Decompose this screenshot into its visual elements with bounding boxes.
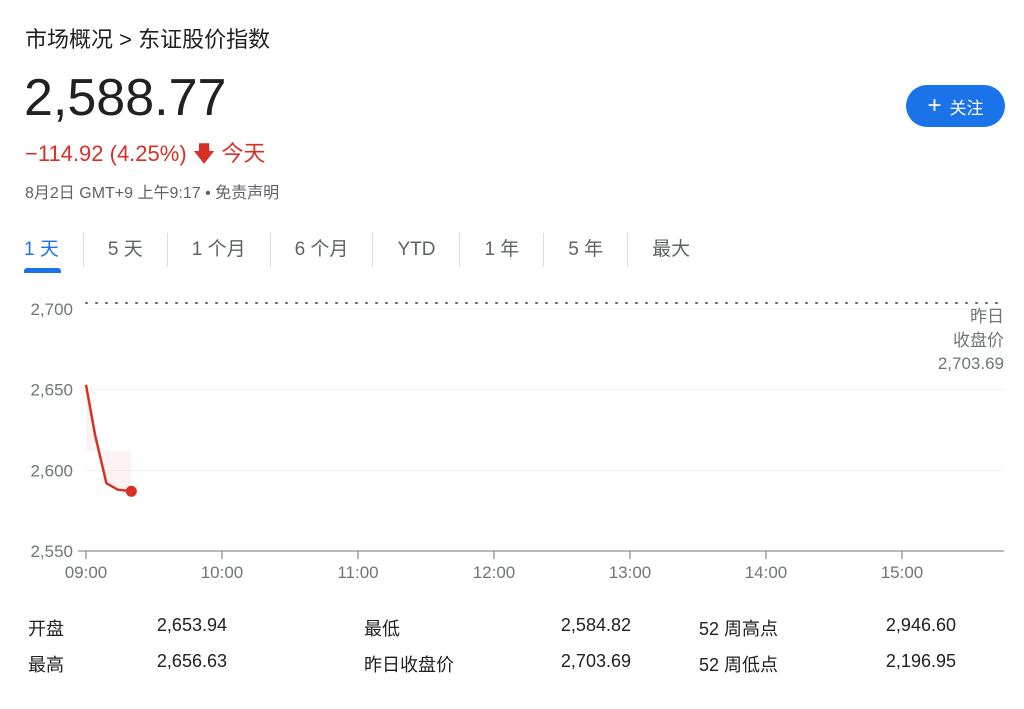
previous-close-label: 昨日 [970, 307, 1004, 326]
y-tick-label: 2,600 [30, 461, 73, 480]
current-point [125, 485, 137, 497]
y-tick-label: 2,650 [30, 381, 73, 400]
current-price: 2,588.77 [24, 69, 227, 127]
stat-value: 2,703.69 [560, 651, 631, 671]
stat-label: 最高 [28, 655, 64, 675]
x-tick-label: 12:00 [473, 563, 516, 582]
stat-label: 52 周高点 [699, 619, 779, 639]
breadcrumb-separator: > [119, 27, 132, 52]
series-line [84, 384, 132, 493]
tab-3[interactable]: 6 个月 [271, 233, 374, 267]
stat-label: 昨日收盘价 [364, 655, 454, 675]
stat-value: 2,196.95 [885, 651, 956, 671]
stat-value: 2,584.82 [560, 615, 631, 635]
follow-button[interactable]: + 关注 [906, 85, 1005, 127]
plus-icon: + [927, 92, 942, 119]
series-area [86, 384, 132, 492]
x-tick-label: 13:00 [609, 563, 652, 582]
breadcrumb-current: 东证股价指数 [138, 27, 271, 52]
y-tick-label: 2,700 [30, 300, 73, 319]
arrow-down-icon: 🡇 [192, 141, 216, 166]
previous-close-label: 2,703.69 [938, 354, 1004, 373]
tab-4[interactable]: YTD [373, 233, 461, 267]
stat-value: 2,946.60 [885, 615, 956, 635]
stat-value: 2,656.63 [156, 651, 227, 671]
disclaimer-link[interactable]: 免责声明 [215, 185, 280, 202]
breadcrumb: 市场概况 > 东证股价指数 [25, 22, 270, 54]
stat-label: 开盘 [28, 619, 64, 639]
x-tick-label: 09:00 [65, 563, 108, 582]
tab-7[interactable]: 最大 [652, 239, 691, 260]
change-value: −114.92 (4.25%) [25, 141, 187, 166]
stat-label: 最低 [364, 619, 400, 639]
timestamp: 8月2日 GMT+9 上午9:17 [25, 185, 201, 202]
x-tick-label: 11:00 [337, 563, 378, 582]
price-change: −114.92 (4.25%) 🡇 今天 [25, 136, 266, 175]
price-chart: 2,700 2,650 2,600 2,550 09:00 10:00 11:00 12:00… [30, 300, 1005, 582]
previous-close-label: 收盘价 [953, 331, 1004, 350]
stat-label: 52 周低点 [699, 655, 779, 675]
tab-1[interactable]: 5 天 [84, 233, 168, 267]
y-tick-label: 2,550 [30, 542, 73, 561]
stat-value: 2,653.94 [156, 615, 227, 635]
tab-0[interactable]: 1 天 [0, 233, 84, 273]
x-tick-label: 15:00 [881, 563, 924, 582]
x-tick-label: 10:00 [201, 563, 244, 582]
breadcrumb-parent[interactable]: 市场概况 [25, 27, 114, 52]
tab-5[interactable]: 1 年 [460, 233, 545, 267]
price-meta: 8月2日 GMT+9 上午9:17 • 免责声明 [25, 179, 279, 203]
change-period: 今天 [221, 141, 266, 166]
meta-separator: • [205, 185, 211, 202]
x-tick-label: 14:00 [745, 563, 788, 582]
follow-label: 关注 [949, 98, 984, 118]
tab-2[interactable]: 1 个月 [168, 233, 271, 267]
tab-6[interactable]: 5 年 [544, 233, 629, 267]
